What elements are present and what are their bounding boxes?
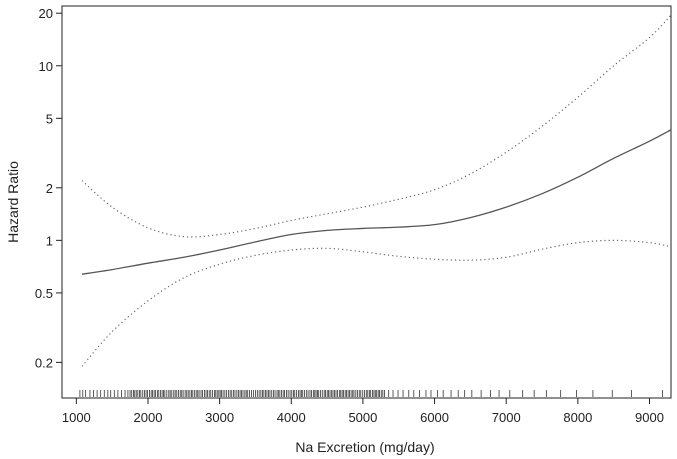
y-tick-label-20: 20	[39, 6, 53, 21]
x-tick-label-6000: 6000	[420, 410, 449, 425]
rug-plot	[79, 390, 663, 397]
x-tick-label-2000: 2000	[134, 410, 163, 425]
x-tick-label-9000: 9000	[635, 410, 664, 425]
y-tick-label-0_2: 0.2	[35, 355, 53, 370]
x-axis-title: Na Excretion (mg/day)	[295, 439, 434, 455]
y-tick-label-2: 2	[46, 181, 53, 196]
y-axis: 0.2 0.5 1 2 5 10 20	[35, 6, 62, 370]
x-tick-label-8000: 8000	[563, 410, 592, 425]
x-tick-label-4000: 4000	[277, 410, 306, 425]
y-tick-label-0_5: 0.5	[35, 286, 53, 301]
series-group	[81, 14, 672, 367]
estimate-line	[81, 129, 672, 275]
upper-ci-line	[81, 14, 672, 238]
lower-ci-line	[81, 239, 672, 367]
y-tick-label-1: 1	[46, 233, 53, 248]
y-axis-title: Hazard Ratio	[5, 161, 21, 243]
x-tick-label-5000: 5000	[348, 410, 377, 425]
x-axis: 1000 2000 3000 4000 5000 6000 7000 8000 9000	[62, 398, 664, 425]
x-tick-label-7000: 7000	[492, 410, 521, 425]
y-tick-label-10: 10	[39, 59, 53, 74]
plot-frame	[61, 5, 672, 399]
x-tick-label-1000: 1000	[62, 410, 91, 425]
x-tick-label-3000: 3000	[205, 410, 234, 425]
y-tick-label-5: 5	[46, 111, 53, 126]
